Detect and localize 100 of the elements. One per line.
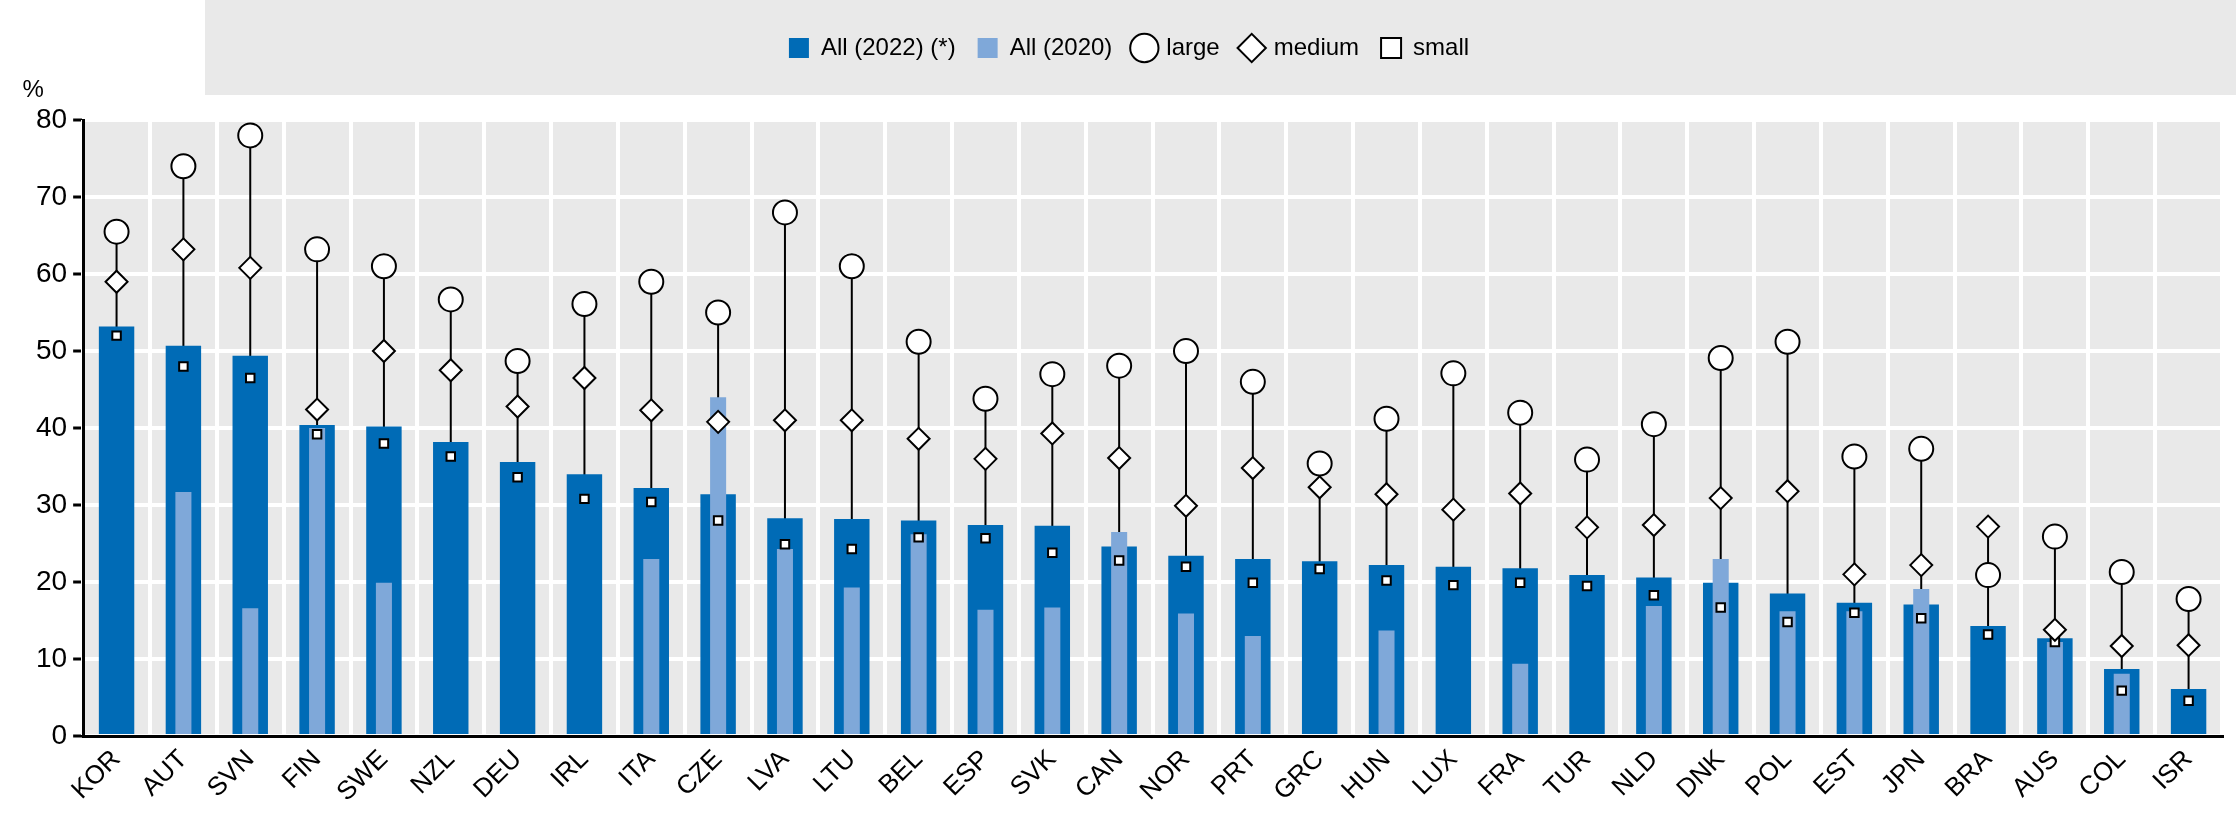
point <box>178 361 189 372</box>
point <box>104 269 129 294</box>
point <box>1180 561 1192 572</box>
point <box>1915 613 1927 624</box>
bar <box>309 428 326 735</box>
legend-label: small <box>1413 32 1470 60</box>
bar <box>566 474 603 735</box>
bar <box>1435 566 1472 735</box>
y-tick-label: 30 <box>35 487 68 519</box>
point <box>1641 513 1666 538</box>
point <box>1581 580 1593 592</box>
bar <box>1645 605 1662 735</box>
point <box>1507 399 1534 426</box>
point <box>1842 562 1867 587</box>
legend-label: All (2022) (*) <box>820 32 956 60</box>
point <box>1106 352 1133 379</box>
point <box>238 255 263 280</box>
point <box>1648 589 1660 601</box>
point <box>311 428 323 440</box>
bar <box>175 491 192 735</box>
point <box>1975 562 2002 589</box>
point <box>1774 328 1801 355</box>
y-tick-label: 50 <box>35 333 68 365</box>
point <box>371 339 396 364</box>
x-tick-label: CZE <box>669 743 728 802</box>
point <box>1514 577 1526 589</box>
x-tick-label: ITA <box>612 742 662 792</box>
point <box>1908 435 1935 462</box>
bar <box>1044 607 1061 735</box>
point <box>2116 685 2127 696</box>
point <box>1440 360 1467 387</box>
point <box>305 397 330 422</box>
bar <box>1512 663 1529 735</box>
point <box>772 408 797 433</box>
point <box>1307 475 1332 500</box>
x-tick-label: FIN <box>275 743 327 795</box>
bar <box>910 534 927 735</box>
bar <box>1779 611 1796 735</box>
y-tick-label: 60 <box>35 256 68 288</box>
point <box>2183 695 2194 706</box>
point <box>846 543 858 555</box>
point <box>2175 585 2202 612</box>
bar <box>98 326 135 735</box>
y-axis-title: % <box>22 74 44 102</box>
point <box>1173 493 1198 518</box>
bar <box>1301 561 1338 735</box>
point <box>905 328 932 355</box>
bar <box>710 397 727 735</box>
point <box>1841 443 1868 470</box>
point <box>705 299 732 326</box>
x-tick-label: LVA <box>741 742 795 797</box>
bar <box>1970 625 2006 735</box>
point <box>505 394 530 419</box>
point <box>504 348 531 375</box>
bar <box>1177 613 1195 735</box>
bar <box>375 582 392 735</box>
x-tick-label: NZL <box>404 743 461 800</box>
y-tick-label: 20 <box>35 564 68 596</box>
bar <box>643 558 660 735</box>
bar <box>1712 558 1729 735</box>
point <box>170 153 197 180</box>
point <box>639 398 664 423</box>
point <box>245 372 256 384</box>
point <box>1574 446 1601 473</box>
point <box>572 365 597 390</box>
point <box>1373 405 1400 432</box>
point <box>973 446 998 471</box>
point <box>1982 629 1994 640</box>
point <box>1782 616 1793 628</box>
point <box>1976 514 2001 539</box>
point <box>712 515 724 526</box>
x-tick-label: BRA <box>1938 742 1998 803</box>
bar <box>433 441 469 735</box>
bar <box>1913 588 1930 735</box>
point <box>1441 497 1466 522</box>
point <box>906 426 931 451</box>
y-tick-label: 80 <box>35 102 68 134</box>
point <box>972 385 999 412</box>
bar <box>2170 689 2207 735</box>
point <box>2176 633 2201 658</box>
point <box>779 539 791 550</box>
bar <box>1846 611 1863 735</box>
bar <box>977 609 994 735</box>
bar <box>2046 642 2063 735</box>
legend-label: large <box>1166 32 1220 60</box>
legend-label: medium <box>1273 32 1360 60</box>
point <box>2109 633 2134 658</box>
y-tick-label: 0 <box>51 718 68 750</box>
y-tick-label: 10 <box>35 641 68 673</box>
point <box>2108 559 2135 586</box>
point <box>438 358 463 383</box>
point <box>1640 411 1667 438</box>
point <box>638 268 665 295</box>
bar <box>1378 630 1395 735</box>
point <box>839 408 864 433</box>
bar <box>776 548 793 735</box>
point <box>1047 547 1058 559</box>
x-tick-label: TUR <box>1537 743 1597 803</box>
bar <box>242 608 259 735</box>
point <box>1508 481 1533 506</box>
